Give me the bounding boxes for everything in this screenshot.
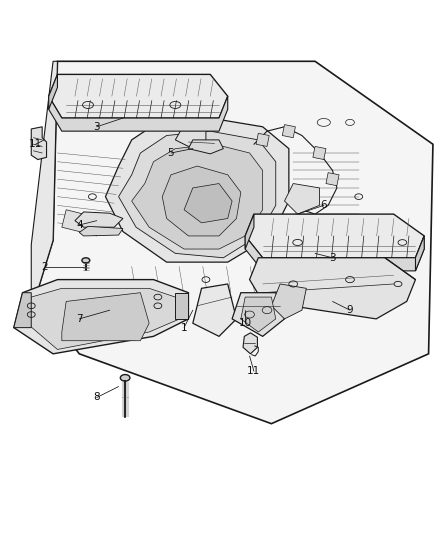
Text: 9: 9: [346, 305, 353, 315]
Polygon shape: [49, 75, 57, 109]
Polygon shape: [245, 214, 424, 258]
Polygon shape: [175, 293, 188, 319]
Polygon shape: [132, 144, 263, 249]
Text: 11: 11: [247, 366, 261, 376]
Text: 1: 1: [181, 322, 187, 333]
Polygon shape: [283, 125, 295, 138]
Polygon shape: [49, 75, 228, 118]
Polygon shape: [272, 284, 306, 319]
Polygon shape: [326, 173, 339, 185]
Text: 11: 11: [29, 139, 42, 149]
Text: 7: 7: [76, 314, 83, 324]
Polygon shape: [306, 223, 350, 245]
Polygon shape: [27, 288, 180, 350]
Text: 10: 10: [239, 318, 252, 328]
Polygon shape: [250, 258, 416, 319]
Polygon shape: [14, 280, 188, 354]
Polygon shape: [31, 61, 57, 302]
Polygon shape: [119, 131, 276, 258]
Polygon shape: [188, 140, 223, 154]
Polygon shape: [79, 227, 123, 236]
Text: 4: 4: [76, 220, 83, 230]
Text: 5: 5: [168, 148, 174, 158]
Polygon shape: [193, 284, 237, 336]
Polygon shape: [245, 236, 424, 271]
Text: 2: 2: [41, 262, 48, 271]
Polygon shape: [162, 166, 241, 236]
Polygon shape: [49, 96, 228, 131]
Polygon shape: [62, 293, 149, 341]
Ellipse shape: [82, 258, 90, 263]
Polygon shape: [35, 61, 433, 424]
Polygon shape: [175, 125, 206, 147]
Polygon shape: [106, 118, 289, 262]
Text: 8: 8: [93, 392, 100, 402]
Polygon shape: [285, 183, 319, 214]
Polygon shape: [232, 293, 285, 336]
Polygon shape: [241, 297, 276, 332]
Polygon shape: [416, 236, 424, 271]
Polygon shape: [243, 333, 258, 354]
Polygon shape: [256, 133, 269, 147]
Polygon shape: [62, 210, 101, 236]
Text: 3: 3: [329, 253, 336, 263]
Polygon shape: [75, 212, 123, 227]
Polygon shape: [31, 127, 46, 159]
Polygon shape: [184, 183, 232, 223]
Polygon shape: [245, 214, 254, 249]
Polygon shape: [313, 147, 326, 159]
Ellipse shape: [120, 375, 130, 381]
Polygon shape: [14, 293, 31, 328]
Text: 6: 6: [321, 200, 327, 211]
Text: 3: 3: [93, 122, 100, 132]
